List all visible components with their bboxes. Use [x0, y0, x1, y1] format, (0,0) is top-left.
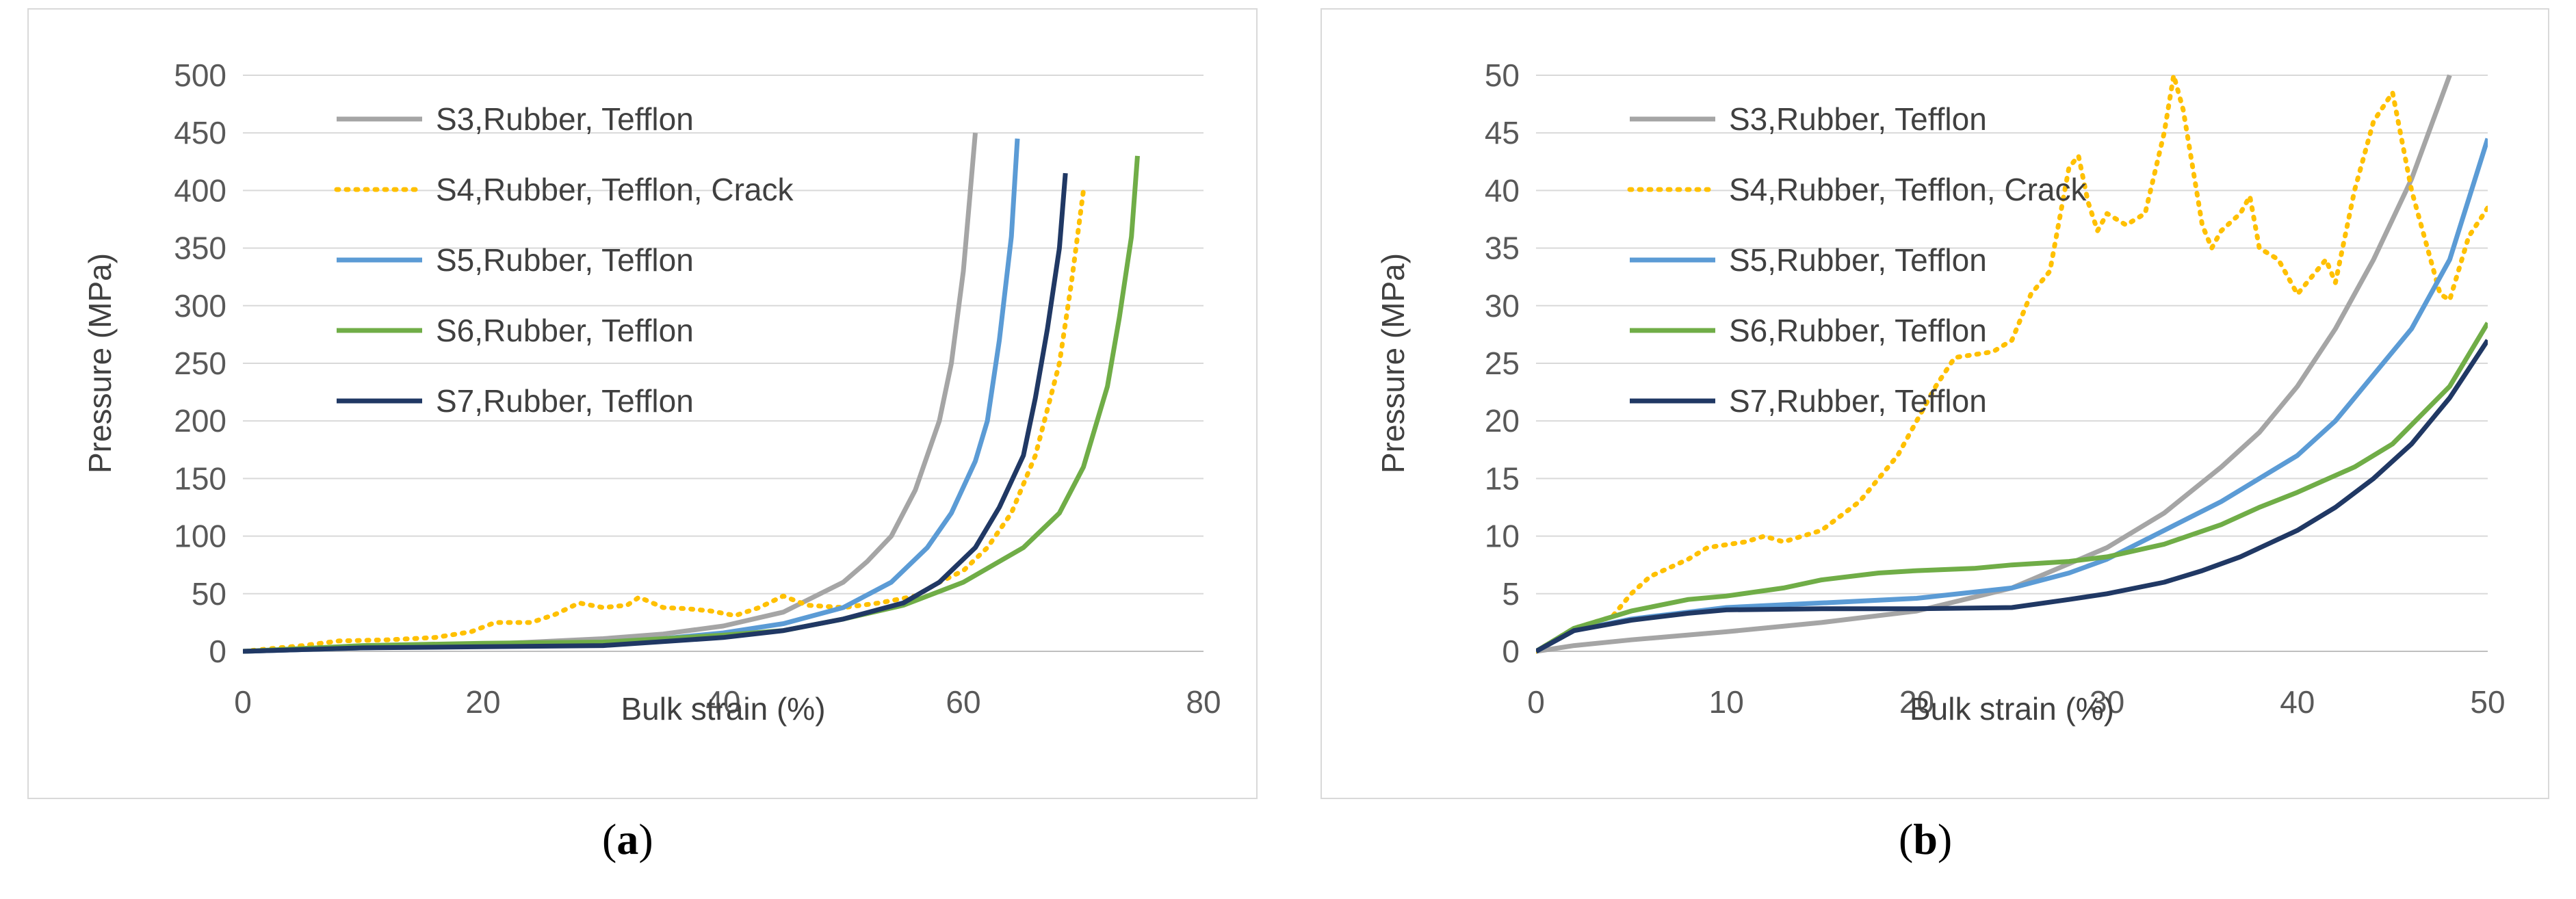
chart-b-ytick-label-5: 25: [1485, 346, 1520, 381]
chart-a-legend-label-2: S4,Rubber, Tefflon, Crack: [436, 172, 794, 207]
chart-a-legend-label-3: S5,Rubber, Tefflon: [436, 242, 694, 278]
chart-a-legend-label-4: S6,Rubber, Tefflon: [436, 313, 694, 348]
chart-a-svg: 0 50 100 150 200 250 300 350 400 450 500 0 20 40 60 80 B…: [82, 57, 1221, 727]
chart-b-legend-label-4: S6,Rubber, Tefflon: [1729, 313, 1987, 348]
chart-b-ytick-label-9: 45: [1485, 115, 1520, 151]
chart-b-legend-label-3: S5,Rubber, Tefflon: [1729, 242, 1987, 278]
chart-b-xtick-label-3: 30: [2090, 684, 2124, 720]
chart-a-series-line-5: [243, 172, 1068, 654]
chart-a-ytick-label-8: 400: [174, 172, 226, 208]
chart-b-series-line-2: [1536, 73, 2488, 654]
chart-b-xtick-label-0: 0: [1527, 684, 1545, 720]
chart-a-y-axis-title: Pressure (MPa): [82, 253, 118, 473]
chart-b-ytick-label-8: 40: [1485, 172, 1520, 208]
chart-b-ytick-label-7: 35: [1485, 231, 1520, 266]
chart-b-x-axis-title: Bulk strain (%): [1910, 691, 2114, 727]
chart-a-ytick-label-9: 450: [174, 115, 226, 151]
chart-b-series-line-3: [1536, 138, 2488, 654]
chart-a-ytick-label-0: 0: [209, 634, 226, 669]
chart-panel-b: 0 5 10 15 20 25 30 35 40 45 50 0 10 20 30 40 50 Bulk stra…: [1320, 8, 2549, 799]
chart-b-series-line-4: [1536, 322, 2488, 653]
chart-a-xtick-label-3: 60: [946, 684, 980, 720]
chart-b-ytick-label-10: 50: [1485, 57, 1520, 93]
chart-a-ytick-label-7: 350: [174, 231, 226, 266]
chart-b-series-line-1: [1536, 74, 2452, 654]
chart-b-ytick-label-1: 5: [1502, 576, 1520, 612]
chart-b-ytick-label-4: 20: [1485, 403, 1520, 439]
chart-b-ytick-label-0: 0: [1502, 634, 1520, 669]
caption-b-letter: b: [1913, 815, 1938, 863]
caption-b: (b): [1899, 815, 1953, 863]
chart-a-series-line-2: [243, 187, 1086, 654]
caption-a: (a): [602, 815, 653, 863]
chart-a-ytick-label-6: 300: [174, 288, 226, 324]
chart-a-xtick-label-4: 80: [1186, 684, 1221, 720]
caption-a-letter: a: [616, 815, 639, 863]
chart-a-ytick-label-2: 100: [174, 519, 226, 554]
chart-a-series-line-4: [243, 155, 1140, 654]
chart-b-xtick-label-5: 50: [2470, 684, 2505, 720]
chart-b-xtick-label-4: 40: [2280, 684, 2315, 720]
chart-a-ytick-label-1: 50: [192, 576, 226, 612]
chart-b-legend-label-2: S4,Rubber, Tefflon, Crack: [1729, 172, 2087, 207]
chart-b-xtick-label-2: 20: [1899, 684, 1934, 720]
chart-b-ytick-label-2: 10: [1485, 519, 1520, 554]
chart-a-xtick-label-1: 20: [465, 684, 500, 720]
chart-b-xtick-label-1: 10: [1709, 684, 1744, 720]
chart-a-legend-label-1: S3,Rubber, Tefflon: [436, 101, 694, 137]
chart-b-ytick-label-6: 30: [1485, 288, 1520, 324]
chart-a-ytick-label-10: 500: [174, 57, 226, 93]
chart-a-legend-label-5: S7,Rubber, Tefflon: [436, 383, 694, 419]
chart-a-ytick-label-4: 200: [174, 403, 226, 439]
chart-b-y-axis-title: Pressure (MPa): [1375, 253, 1411, 473]
chart-b-series-line-5: [1536, 339, 2488, 654]
chart-panel-a: 0 50 100 150 200 250 300 350 400 450 500 0 20 40 60 80 B…: [27, 8, 1258, 799]
chart-b-legend-label-1: S3,Rubber, Tefflon: [1729, 101, 1987, 137]
chart-a-xtick-label-2: 40: [705, 684, 740, 720]
chart-a-x-axis-title: Bulk strain (%): [621, 691, 825, 727]
chart-b-legend-label-5: S7,Rubber, Tefflon: [1729, 383, 1987, 419]
chart-b-svg: 0 5 10 15 20 25 30 35 40 45 50 0 10 20 30 40 50 Bulk stra…: [1375, 57, 2506, 727]
chart-a-xtick-label-0: 0: [234, 684, 252, 720]
chart-a-ytick-label-5: 250: [174, 346, 226, 381]
chart-b-ytick-label-3: 15: [1485, 460, 1520, 496]
chart-a-ytick-label-3: 150: [174, 460, 226, 496]
